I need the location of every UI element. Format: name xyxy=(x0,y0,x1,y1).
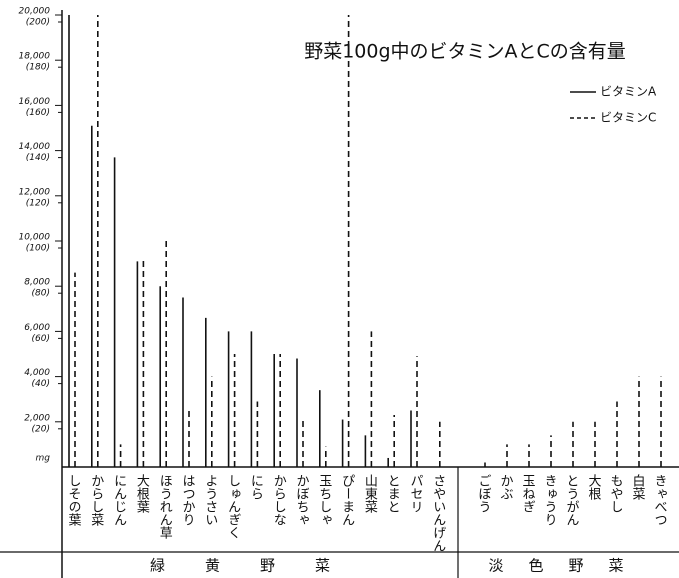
x-tick-label: 玉ねぎ xyxy=(520,474,536,513)
y2-tick-label: (160) xyxy=(26,108,50,118)
y-tick-label: 12,000 xyxy=(19,187,51,197)
x-tick-label: 山東菜 xyxy=(362,474,378,513)
y2-tick-label: (120) xyxy=(26,198,50,208)
x-tick-label: きゃべつ xyxy=(652,474,668,526)
y-tick-label: 16,000 xyxy=(19,97,51,107)
x-tick-label: ごぼう xyxy=(476,474,491,513)
x-tick-label: 大根 xyxy=(586,474,602,500)
x-tick-label: からし菜 xyxy=(88,474,104,526)
x-tick-label: にら xyxy=(248,474,263,500)
chart: 野菜100g中のビタミンAとCの含有量 2,000 4,000 6,000 8,000… xyxy=(0,0,679,578)
x-tick-label: さやいんげん xyxy=(430,474,446,552)
group-label: 淡色野菜 xyxy=(488,557,648,575)
x-tick-label: とうがん xyxy=(564,474,580,526)
y2-tick-label: (20) xyxy=(32,424,50,434)
x-tick-label: かぼちゃ xyxy=(294,474,309,526)
x-tick-label: ぴーまん xyxy=(339,474,354,526)
x-tick-label: ようさい xyxy=(202,474,217,526)
legend-label: ビタミンA xyxy=(600,85,657,99)
y-tick-label: 10,000 xyxy=(19,233,51,243)
x-tick-label: しその葉 xyxy=(66,474,82,526)
x-tick-label: きゅうり xyxy=(542,474,557,526)
legend-label: ビタミンC xyxy=(600,111,656,125)
y-tick-label: 6,000 xyxy=(24,323,50,333)
y-tick-label: 18,000 xyxy=(19,52,51,62)
y-tick-label: 2,000 xyxy=(24,413,50,423)
x-tick-label: 玉ちしゃ xyxy=(316,474,332,526)
x-tick-label: かぶ xyxy=(498,474,514,500)
x-tick-label: からしな xyxy=(271,474,286,526)
x-tick-label: にんじん xyxy=(111,474,126,526)
y2-tick-label: (40) xyxy=(32,379,50,389)
x-tick-label: しゅんぎく xyxy=(225,474,240,539)
x-tick-label: とまと xyxy=(385,474,400,513)
y-tick-label: 4,000 xyxy=(24,368,50,378)
y-tick-label: 8,000 xyxy=(24,278,50,288)
y2-tick-label: (80) xyxy=(32,289,50,299)
x-tick-label: はつかり xyxy=(180,474,195,526)
x-tick-label: 大根葉 xyxy=(134,474,150,513)
chart-title: 野菜100g中のビタミンAとCの含有量 xyxy=(304,41,626,63)
y2-tick-label: (100) xyxy=(26,244,50,254)
x-tick-label: もやし xyxy=(608,474,624,513)
x-tick-label: ほうれん草 xyxy=(157,474,173,539)
y2-tick-label: (140) xyxy=(26,153,50,163)
y2-tick-label: (60) xyxy=(32,334,50,344)
y-tick-label: 20,000 xyxy=(19,7,51,17)
x-tick-label: 白菜 xyxy=(630,473,646,500)
y-tick-label: 14,000 xyxy=(19,142,51,152)
group-label: 緑黄野菜 xyxy=(150,557,370,575)
y2-tick-label: (200) xyxy=(26,18,50,28)
x-tick-label: パセリ xyxy=(408,474,424,513)
y2-axis-label: mg xyxy=(36,454,51,464)
y2-tick-label: (180) xyxy=(26,63,50,73)
